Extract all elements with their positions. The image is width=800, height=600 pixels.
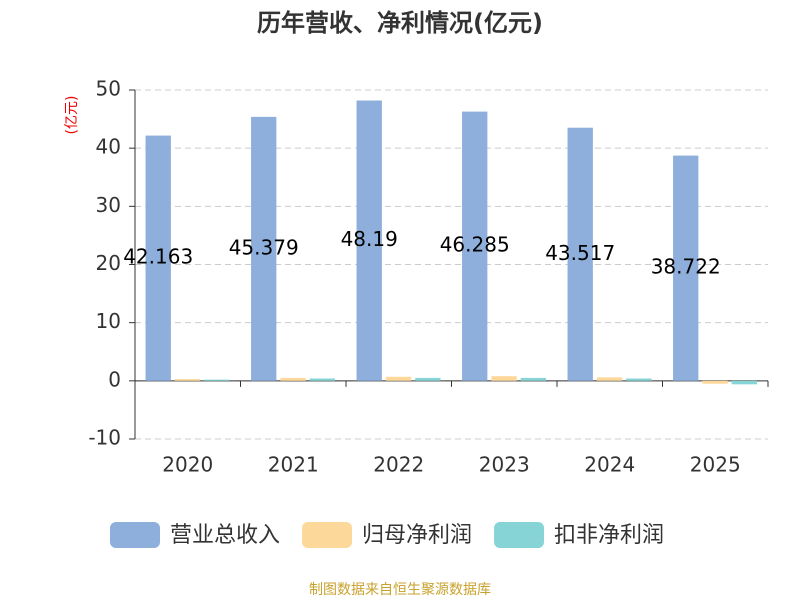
y-tick-label: 30: [96, 193, 121, 217]
legend-swatch[interactable]: [302, 522, 353, 548]
data-label: 45.379: [229, 235, 299, 259]
bar: [385, 376, 412, 381]
legend-label[interactable]: 归母净利润: [362, 523, 472, 548]
bar: [280, 377, 306, 381]
chart-title: 历年营收、净利情况(亿元): [257, 9, 543, 37]
bar: [520, 377, 547, 381]
y-axis-label: (亿元): [64, 96, 80, 135]
bar: [626, 378, 652, 381]
x-tick-label: 2025: [690, 453, 741, 477]
bar: [415, 377, 441, 381]
y-tick-label: -10: [88, 426, 121, 450]
legend-label[interactable]: 扣非净利润: [554, 523, 664, 548]
bar: [731, 380, 758, 385]
legend-swatch[interactable]: [494, 522, 545, 548]
y-tick-label: 10: [96, 309, 121, 333]
bar: [673, 155, 699, 381]
bar: [702, 380, 728, 384]
bar: [145, 135, 171, 381]
y-tick-label: 20: [96, 251, 121, 275]
bar: [251, 116, 277, 381]
source-note: 制图数据来自恒生聚源数据库: [309, 582, 491, 598]
x-tick-label: 2020: [162, 453, 213, 477]
data-label: 43.517: [545, 241, 615, 265]
y-tick-label: 40: [96, 135, 121, 159]
bar: [491, 376, 517, 381]
data-label: 42.163: [123, 245, 193, 269]
legend-label[interactable]: 营业总收入: [170, 523, 280, 548]
bar: [462, 111, 488, 381]
x-tick-label: 2024: [584, 453, 635, 477]
bar: [204, 379, 230, 381]
bar: [356, 100, 382, 381]
legend-swatch[interactable]: [110, 522, 160, 548]
bar: [309, 378, 336, 381]
bar: [174, 379, 201, 381]
y-tick-label: 0: [108, 367, 121, 391]
data-label: 46.285: [440, 233, 510, 257]
y-tick-label: 50: [96, 77, 121, 101]
bar: [567, 127, 593, 381]
data-label: 48.19: [341, 227, 398, 251]
data-label: 38.722: [651, 255, 721, 279]
x-tick-label: 2023: [479, 453, 530, 477]
bar: [596, 377, 623, 381]
x-tick-label: 2022: [373, 453, 424, 477]
x-tick-label: 2021: [268, 453, 319, 477]
